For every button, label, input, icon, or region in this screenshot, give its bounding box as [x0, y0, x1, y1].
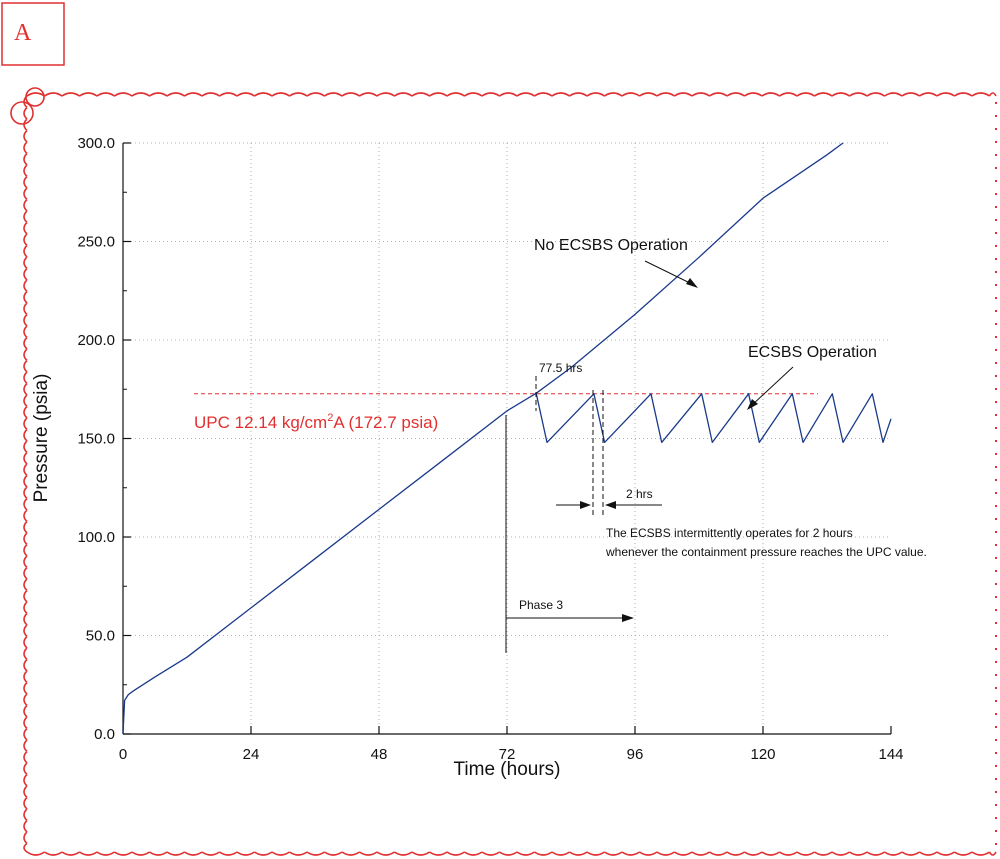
- note-line-1: The ECSBS intermittently operates for 2 …: [606, 526, 853, 540]
- series-group: [122, 142, 892, 735]
- ecsbs-arrowhead: [747, 399, 758, 410]
- two-hrs-arrowhead-right: [605, 501, 616, 509]
- y-tick-label-200: 200.0: [77, 332, 115, 349]
- panel-label-box: [1, 2, 65, 66]
- x-tick-label-144: 144: [878, 746, 903, 763]
- x-axis-title: Time (hours): [454, 759, 561, 780]
- y-tick-label-150: 150.0: [77, 431, 115, 448]
- series-ecsbs-operation: [535, 393, 892, 444]
- two-hrs-arrowhead-left: [580, 501, 591, 509]
- phase3-arrowhead: [622, 614, 634, 622]
- upc-label-main: UPC 12.14 kg/cm: [194, 413, 327, 432]
- frame-corner-loop-2: [25, 87, 45, 107]
- hrs-775-label: 77.5 hrs: [539, 361, 582, 375]
- upc-label-sup: 2: [327, 412, 333, 424]
- y-tick-label-50: 50.0: [86, 628, 115, 645]
- phase3-label: Phase 3: [519, 598, 563, 612]
- ticks: 0 24 48 72 96 120 144 0.0 50.0 100.0 150.0 200.0 250…: [77, 135, 903, 763]
- y-axis-title: Pressure (psia): [31, 374, 52, 503]
- x-tick-label-96: 96: [627, 746, 644, 763]
- x-tick-label-24: 24: [243, 746, 260, 763]
- x-tick-label-120: 120: [750, 746, 775, 763]
- y-tick-label-0: 0.0: [94, 726, 115, 743]
- frame-corner-loop: [10, 101, 34, 125]
- ecsbs-label: ECSBS Operation: [748, 344, 877, 361]
- upc-label: UPC 12.14 kg/cm2A (172.7 psia): [194, 412, 438, 432]
- y-tick-label-250: 250.0: [77, 234, 115, 251]
- note-line-2: whenever the containment pressure reache…: [605, 545, 927, 559]
- annotations: No ECSBS Operation ECSBS Operation 77.5 …: [505, 237, 927, 653]
- frame-scallops: [23, 92, 997, 856]
- panel-label: A: [14, 20, 32, 46]
- no-ecsbs-label: No ECSBS Operation: [534, 237, 688, 254]
- grid-lines: [123, 142, 891, 734]
- no-ecsbs-arrowhead: [686, 278, 698, 288]
- y-tick-label-300: 300.0: [77, 135, 115, 152]
- y-tick-label-100: 100.0: [77, 529, 115, 546]
- x-tick-label-0: 0: [119, 746, 127, 763]
- series-no-ecsbs-operation: [122, 142, 844, 735]
- ecsbs-arrow-shaft: [750, 366, 794, 407]
- two-hrs-label: 2 hrs: [626, 487, 653, 501]
- scalloped-frame: [10, 87, 997, 856]
- x-tick-label-72: 72: [499, 746, 516, 763]
- x-tick-label-48: 48: [371, 746, 388, 763]
- upc-label-tail: A (172.7 psia): [333, 413, 438, 432]
- no-ecsbs-arrow-shaft: [644, 260, 695, 286]
